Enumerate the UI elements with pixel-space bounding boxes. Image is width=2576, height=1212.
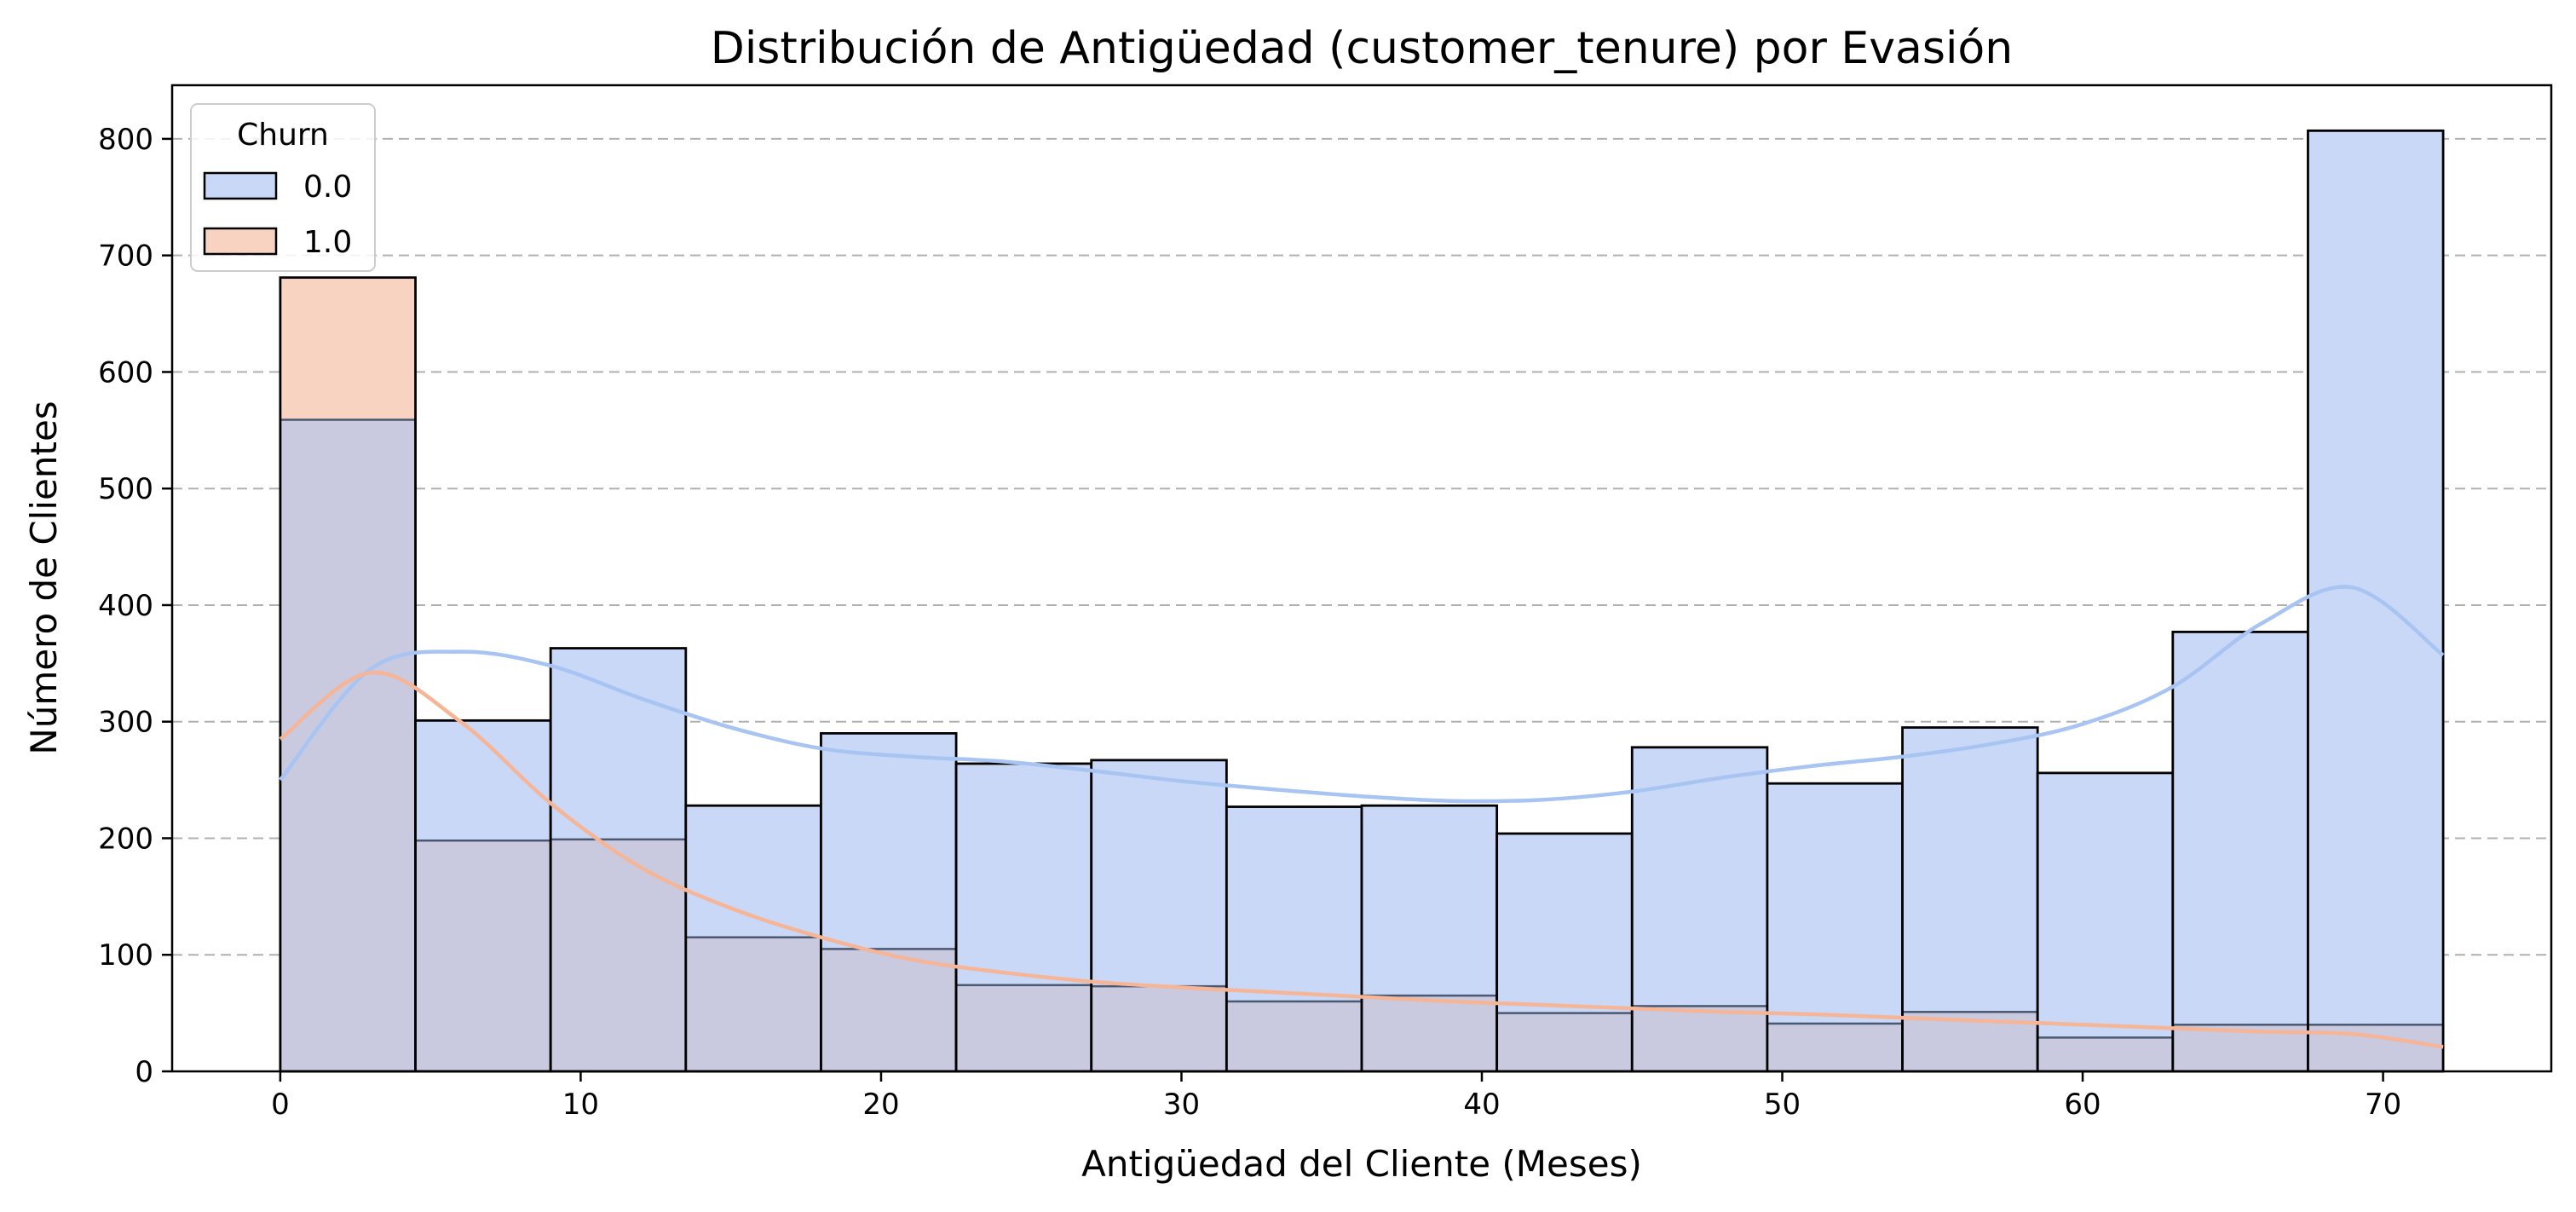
y-tick-label: 800 (98, 123, 153, 157)
x-tick-label: 60 (2064, 1088, 2101, 1122)
legend-title: Churn (237, 118, 329, 153)
x-tick-label: 40 (1463, 1088, 1500, 1122)
y-axis-label: Número de Clientes (23, 401, 65, 754)
y-tick-label: 300 (98, 706, 153, 740)
x-tick-label: 0 (271, 1088, 290, 1122)
bar-overlap (415, 840, 551, 1071)
x-axis-ticks: 0 10 20 30 40 50 60 70 (271, 1071, 2401, 1122)
bar-overlap (1496, 1013, 1633, 1071)
legend-label-churn-0: 0.0 (303, 170, 352, 205)
kde-curves (279, 585, 2445, 1049)
y-tick-label: 700 (98, 240, 153, 274)
y-tick-label: 500 (98, 472, 153, 506)
bar-overlap (956, 984, 1092, 1071)
y-tick-label: 400 (98, 589, 153, 623)
y-tick-label: 100 (98, 938, 153, 972)
x-tick-label: 70 (2365, 1088, 2401, 1122)
bar-upper (2308, 130, 2444, 1071)
x-tick-label: 10 (562, 1088, 599, 1122)
x-axis-label: Antigüedad del Cliente (Meses) (1081, 1143, 1642, 1185)
bar-overlap (2037, 1037, 2173, 1071)
y-tick-label: 600 (98, 355, 153, 390)
bar-overlap (821, 949, 957, 1071)
legend-swatch-churn-1 (203, 227, 278, 256)
legend-swatch-churn-0 (203, 171, 278, 200)
kde-line-churn-1 (279, 670, 2444, 1049)
bar-overlap (279, 419, 416, 1071)
plot-frame (170, 84, 2553, 1073)
chart-title: Distribución de Antigüedad (customer_ten… (711, 23, 2013, 74)
y-axis-ticks: 0 100 200 300 400 500 600 700 800 (98, 123, 172, 1089)
x-tick-label: 50 (1764, 1088, 1801, 1122)
bar-overlap (1362, 996, 1497, 1071)
bar-overlap (1091, 986, 1227, 1071)
legend: Churn 0.0 1.0 (190, 103, 376, 272)
bar-overlap (1226, 1001, 1362, 1071)
bar-overlap (685, 937, 821, 1071)
bar-upper (2037, 772, 2173, 1071)
x-tick-label: 20 (862, 1088, 899, 1122)
x-tick-label: 30 (1163, 1088, 1200, 1122)
bar-overlap (1632, 1006, 1767, 1071)
y-tick-label: 200 (98, 822, 153, 856)
kde-line-churn-0 (279, 585, 2445, 804)
histogram-bars (279, 129, 2445, 1073)
bar-upper (2172, 632, 2308, 1071)
y-tick-label: 0 (135, 1055, 153, 1089)
legend-label-churn-1: 1.0 (303, 225, 352, 260)
bar-overlap (1766, 1023, 1903, 1071)
bar-overlap (550, 839, 686, 1071)
